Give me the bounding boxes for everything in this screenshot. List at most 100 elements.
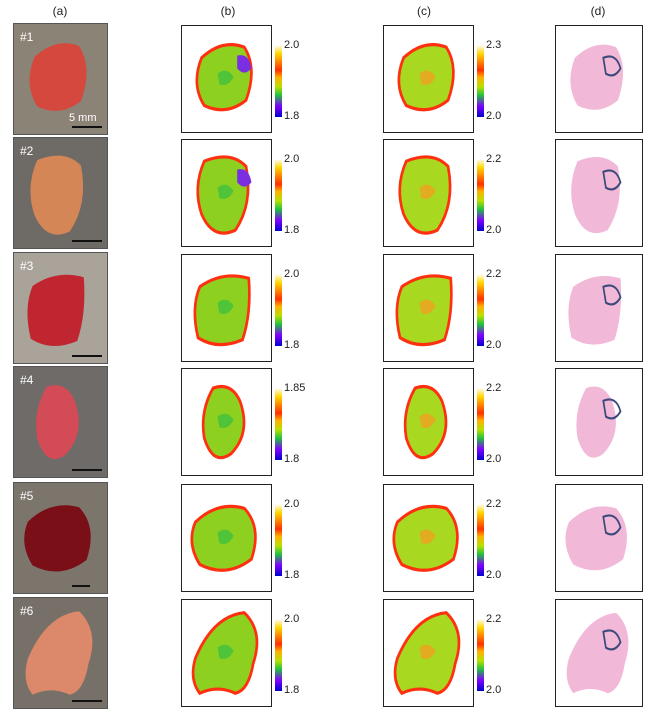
colorbar-b-max: 2.0	[284, 613, 300, 625]
sample-id: #5	[20, 489, 34, 503]
colorbar-b-min: 1.8	[284, 110, 300, 122]
map-panel-c	[383, 484, 474, 592]
tissue-shape	[36, 385, 79, 460]
colorbar-b	[275, 388, 282, 460]
colorbar-c	[477, 619, 484, 691]
map-core	[217, 184, 234, 200]
map-panel-c	[383, 254, 474, 362]
map-panel-b	[181, 139, 272, 247]
colorbar-b-min: 1.8	[284, 684, 300, 696]
colorbar-b	[275, 619, 282, 691]
histology-tissue	[570, 44, 624, 110]
colorbar-b-max: 2.0	[284, 39, 300, 51]
scale-bar	[72, 126, 102, 128]
tissue-shape	[24, 505, 91, 572]
column-label-a: (a)	[52, 4, 68, 18]
low-value-region	[237, 169, 252, 187]
colorbar-c	[477, 45, 484, 117]
tumor-outline	[602, 169, 622, 191]
colorbar-b-min: 1.8	[284, 224, 300, 236]
tissue-shape	[29, 43, 87, 111]
tissue-photo: #6	[13, 597, 108, 709]
map-panel-c	[383, 368, 474, 476]
map-core	[217, 299, 234, 315]
colorbar-b-min: 1.8	[284, 569, 300, 581]
scale-bar	[72, 700, 102, 702]
map-core	[217, 529, 234, 545]
sample-id: #4	[20, 373, 34, 387]
column-label-d: (d)	[590, 4, 606, 18]
colorbar-b-max: 2.0	[284, 498, 300, 510]
colorbar-c	[477, 159, 484, 231]
tumor-outline	[602, 398, 622, 420]
colorbar-c-min: 2.0	[486, 453, 502, 465]
map-panel-c	[383, 139, 474, 247]
column-label-c: (c)	[417, 4, 431, 18]
low-value-region	[237, 55, 252, 73]
map-panel-c	[383, 599, 474, 707]
colorbar-c	[477, 388, 484, 460]
tumor-outline	[602, 514, 622, 536]
map-core	[419, 299, 436, 315]
colorbar-c-max: 2.2	[486, 268, 502, 280]
column-label-b: (b)	[220, 4, 236, 18]
colorbar-b-max: 2.0	[284, 268, 300, 280]
histology-panel	[555, 254, 643, 362]
map-panel-b	[181, 599, 272, 707]
colorbar-c-max: 2.2	[486, 613, 502, 625]
colorbar-c	[477, 504, 484, 576]
tissue-shape	[25, 611, 93, 695]
tumor-outline	[602, 284, 622, 306]
tissue-photo: #5	[13, 482, 108, 594]
sample-id: #1	[20, 30, 34, 44]
tissue-photo: #4	[13, 366, 108, 478]
sample-id: #2	[20, 144, 34, 158]
scale-bar	[72, 469, 102, 471]
map-panel-b	[181, 25, 272, 133]
colorbar-c-max: 2.2	[486, 382, 502, 394]
histology-tissue	[576, 386, 616, 458]
map-core	[217, 644, 234, 660]
colorbar-c-min: 2.0	[486, 569, 502, 581]
histology-panel	[555, 139, 643, 247]
tumor-outline	[602, 629, 622, 651]
histology-panel	[555, 484, 643, 592]
map-core	[217, 70, 234, 86]
map-panel-b	[181, 368, 272, 476]
scale-bar	[72, 585, 90, 587]
sample-id: #3	[20, 259, 34, 273]
colorbar-b	[275, 159, 282, 231]
colorbar-c-min: 2.0	[486, 339, 502, 351]
map-core	[217, 413, 234, 429]
colorbar-c-max: 2.2	[486, 498, 502, 510]
colorbar-c	[477, 274, 484, 346]
colorbar-b-min: 1.8	[284, 453, 300, 465]
colorbar-c-min: 2.0	[486, 224, 502, 236]
histology-tissue	[571, 156, 620, 234]
histology-panel	[555, 368, 643, 476]
colorbar-c-max: 2.3	[486, 39, 502, 51]
colorbar-b	[275, 504, 282, 576]
histology-panel	[555, 599, 643, 707]
colorbar-b-max: 1.85	[284, 382, 306, 394]
colorbar-b	[275, 274, 282, 346]
histology-panel	[555, 25, 643, 133]
sample-id: #6	[20, 604, 34, 618]
scale-bar	[72, 240, 102, 242]
tissue-shape	[30, 155, 84, 235]
scale-bar-label: 5 mm	[69, 112, 97, 124]
tissue-photo: #3	[13, 252, 108, 364]
map-core	[419, 70, 436, 86]
colorbar-b-max: 2.0	[284, 153, 300, 165]
colorbar-b	[275, 45, 282, 117]
histology-tissue	[566, 612, 629, 694]
colorbar-c-max: 2.2	[486, 153, 502, 165]
tumor-outline	[602, 55, 622, 77]
tissue-shape	[27, 274, 85, 346]
scale-bar	[72, 355, 102, 357]
map-core	[419, 184, 436, 200]
colorbar-c-min: 2.0	[486, 110, 502, 122]
map-panel-c	[383, 25, 474, 133]
colorbar-c-min: 2.0	[486, 684, 502, 696]
map-core	[419, 529, 436, 545]
